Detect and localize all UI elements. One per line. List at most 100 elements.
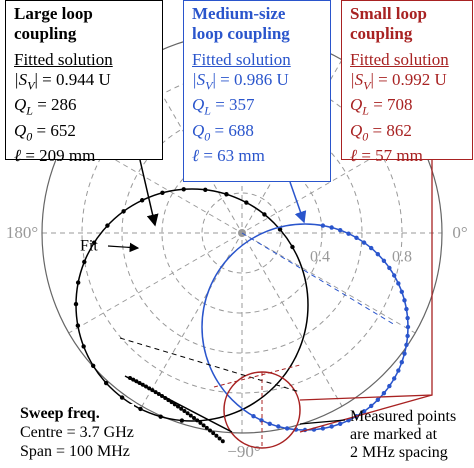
sweep-title: Sweep freq. xyxy=(20,405,100,422)
measured-point xyxy=(182,408,187,413)
angle-label: −90° xyxy=(227,442,260,461)
fit-circle xyxy=(75,188,309,422)
measured-point xyxy=(396,281,401,286)
measured-point xyxy=(185,411,190,416)
angle-label: 180° xyxy=(6,223,38,242)
measured-point xyxy=(405,315,410,321)
param-subscript: L xyxy=(362,103,369,118)
measured-point xyxy=(176,404,180,409)
measured-point xyxy=(329,225,334,230)
measured-point xyxy=(404,342,409,348)
measured-point xyxy=(290,244,295,250)
radius-label: 0.4 xyxy=(310,249,330,266)
measured-point xyxy=(405,324,411,330)
measured-point xyxy=(211,431,216,436)
measured-point xyxy=(158,414,163,419)
measured-point xyxy=(402,298,407,303)
param-value: = 862 xyxy=(368,120,412,140)
param-symbol: Q xyxy=(14,95,27,115)
measured-point xyxy=(346,231,351,236)
param-symbol: |S xyxy=(14,70,28,89)
sweep-line: Centre = 3.7 GHz xyxy=(20,424,134,441)
measured-point xyxy=(75,280,81,285)
param-symbol: Q xyxy=(14,120,27,140)
measured-point xyxy=(387,265,392,271)
box-subtitle: Fitted solution xyxy=(192,50,291,69)
measured-point xyxy=(82,259,87,265)
fit-label: Fit xyxy=(80,238,98,255)
measured-point xyxy=(139,198,145,203)
measured-point xyxy=(81,344,86,349)
measured-point xyxy=(217,436,222,441)
measured-point xyxy=(195,418,200,423)
measured-point xyxy=(138,406,143,412)
measured-point xyxy=(251,414,256,419)
box: Medium-size loop coupling Fitted solution |… xyxy=(183,0,331,182)
param-line: Q0 = 652 xyxy=(14,121,154,146)
param-value: = 209 mm xyxy=(21,146,96,166)
measured-point xyxy=(91,240,97,245)
measured-point xyxy=(404,306,409,312)
box-subtitle: Fitted solution xyxy=(350,50,449,69)
param-value: | = 0.944 U xyxy=(34,70,111,89)
measured-point xyxy=(90,363,96,368)
param-value: | = 0.986 U xyxy=(212,70,289,89)
param-line: ℓ = 209 mm xyxy=(14,146,154,166)
callout-line xyxy=(299,419,346,425)
dashed-diameter xyxy=(213,364,301,388)
param-symbol: |S xyxy=(192,70,206,89)
callout-arrow xyxy=(139,159,159,227)
measured-point xyxy=(119,395,125,400)
measured-point xyxy=(179,406,184,411)
measured-point xyxy=(284,426,290,431)
param-value: = 286 xyxy=(32,95,77,115)
measured-point xyxy=(402,351,407,356)
measured-point xyxy=(73,301,79,307)
dashed-diameter xyxy=(241,232,396,326)
param-line: ℓ = 57 mm xyxy=(350,146,464,166)
grid-circle xyxy=(201,192,283,274)
measured-point xyxy=(375,251,381,257)
measured-point xyxy=(244,200,249,205)
callout-arrow xyxy=(289,181,307,224)
param-value: = 708 xyxy=(368,95,413,115)
measured-point xyxy=(399,360,404,365)
measured-point xyxy=(208,428,212,433)
param-line: QL = 708 xyxy=(350,95,464,120)
measured-point xyxy=(105,223,110,228)
param-symbol: ℓ xyxy=(14,146,22,166)
param-line: ℓ = 63 mm xyxy=(192,146,322,166)
measured-point xyxy=(188,413,193,418)
param-symbol: Q xyxy=(350,120,363,140)
measured-point xyxy=(203,187,208,192)
measured-point xyxy=(329,424,334,429)
measured-point xyxy=(224,192,229,197)
measured-point xyxy=(320,223,326,228)
measured-point xyxy=(75,323,81,328)
box-title: coupling xyxy=(14,24,77,43)
measured-point xyxy=(214,433,219,438)
measured-point xyxy=(399,289,404,294)
measured-point xyxy=(396,368,401,373)
param-line: Q0 = 862 xyxy=(350,121,464,146)
param-value: | = 0.992 U xyxy=(370,70,447,89)
param-line: |SV| = 0.992 U xyxy=(350,70,464,95)
box-title: loop coupling xyxy=(192,24,290,43)
note-line: are marked at xyxy=(350,426,438,443)
measured-point xyxy=(179,418,185,423)
param-subscript: L xyxy=(26,103,33,118)
measured-point xyxy=(276,424,281,429)
measured-point xyxy=(338,228,343,233)
measured-point xyxy=(381,391,387,396)
callout-line xyxy=(299,394,433,433)
param-symbol: ℓ xyxy=(192,146,200,166)
measured-point xyxy=(369,403,374,409)
sweep-line: Span = 100 MHz xyxy=(20,443,130,460)
measured-trace xyxy=(124,375,233,433)
param-subscript: 0 xyxy=(26,129,33,144)
param-value: = 357 xyxy=(210,95,255,115)
note-line: 2 MHz spacing xyxy=(350,444,448,461)
angle-label: 0° xyxy=(452,223,467,242)
box-title: Small loop xyxy=(350,4,427,23)
